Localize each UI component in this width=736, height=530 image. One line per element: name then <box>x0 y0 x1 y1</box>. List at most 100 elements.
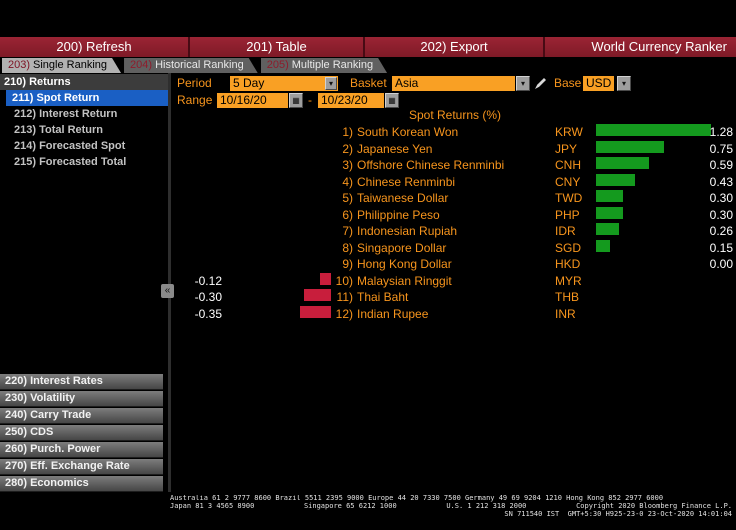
currency-code: SGD <box>555 240 582 255</box>
sidebar-item-eff-exchange-rate[interactable]: 270) Eff. Exchange Rate <box>0 459 163 475</box>
currency-name: Taiwanese Dollar <box>357 191 449 205</box>
base-select[interactable]: USD <box>583 76 614 91</box>
positive-value: 0.43 <box>709 174 733 189</box>
sidebar-item-forecasted-total[interactable]: 215) Forecasted Total <box>14 156 127 168</box>
tab-single-ranking[interactable]: 203) Single Ranking <box>2 58 121 73</box>
period-label: Period <box>177 76 212 90</box>
tab-multiple-ranking[interactable]: 205) Multiple Ranking <box>261 58 387 73</box>
range-start-input[interactable]: 10/16/20 <box>217 93 288 108</box>
currency-name: Indonesian Rupiah <box>357 224 458 238</box>
footer-phone-line: Japan 81 3 4565 8900 Singapore 65 6212 1… <box>170 503 732 510</box>
sidebar-item-carry-trade[interactable]: 240) Carry Trade <box>0 408 163 424</box>
chart-row-cnh: 3) Offshore Chinese Renminbi CNH 0.59 <box>172 157 736 173</box>
positive-value: 0.00 <box>709 257 733 271</box>
negative-value: -0.35 <box>194 306 222 321</box>
refresh-button[interactable]: 200) Refresh <box>0 37 190 57</box>
positive-bar <box>596 140 664 153</box>
rank-label: 12) <box>335 306 353 321</box>
currency-code: MYR <box>555 273 582 288</box>
positive-bar <box>596 173 635 186</box>
currency-name: Offshore Chinese Renminbi <box>357 158 505 172</box>
currency-code: PHP <box>555 207 580 222</box>
collapse-sidebar-icon[interactable]: « <box>161 284 174 298</box>
calendar-icon[interactable]: ▦ <box>385 93 399 108</box>
period-value: 5 Day <box>233 76 265 90</box>
sidebar-item-cds[interactable]: 250) CDS <box>0 425 163 441</box>
sidebar-item-economics[interactable]: 280) Economics <box>0 476 163 492</box>
tab-number: 205) <box>266 59 289 71</box>
negative-bar <box>304 289 331 301</box>
footer-segment: U.S. 1 212 318 2000 <box>446 502 527 510</box>
tab-historical-ranking[interactable]: 204) Historical Ranking <box>124 58 258 73</box>
export-button[interactable]: 202) Export <box>365 37 545 57</box>
sidebar-item-returns[interactable]: 210) Returns <box>0 74 168 90</box>
chart-row-inr: -0.35 12) Indian Rupee INR <box>172 305 736 322</box>
sidebar-item-interest-rates[interactable]: 220) Interest Rates <box>0 374 163 390</box>
tab-number: 203) <box>8 59 31 71</box>
currency-code: IDR <box>555 224 576 238</box>
chart-row-sgd: 8) Singapore Dollar SGD 0.15 <box>172 239 736 256</box>
rank-label: 11) <box>336 290 353 304</box>
tab-number: 204) <box>130 59 153 71</box>
menubar: 200) Refresh 201) Table 202) Export Worl… <box>0 37 736 57</box>
positive-bar <box>596 190 623 202</box>
sidebar-divider <box>168 73 171 492</box>
currency-name: Thai Baht <box>357 290 409 304</box>
negative-value: -0.30 <box>194 290 222 304</box>
calendar-icon[interactable]: ▦ <box>289 93 303 108</box>
currency-code: KRW <box>555 125 583 139</box>
sidebar: 210) Returns 211) Spot Return 212) Inter… <box>0 74 168 492</box>
footer-segment: Japan 81 3 4565 8900 <box>170 502 255 510</box>
negative-bar <box>300 305 331 318</box>
positive-value: 0.30 <box>709 191 733 205</box>
range-separator: - <box>308 93 312 107</box>
sidebar-item-total-return[interactable]: 213) Total Return <box>14 124 104 136</box>
chart-row-idr: 7) Indonesian Rupiah IDR 0.26 <box>172 223 736 239</box>
footer-phone-line: Australia 61 2 9777 8600 Brazil 5511 239… <box>170 495 664 502</box>
currency-code: JPY <box>555 141 578 156</box>
negative-bar <box>320 272 331 285</box>
currency-code: THB <box>555 290 579 304</box>
sidebar-button-group: 220) Interest Rates 230) Volatility 240)… <box>0 374 163 493</box>
currency-name: Singapore Dollar <box>357 240 447 255</box>
rank-label: 3) <box>342 158 353 172</box>
chevron-down-icon[interactable]: ▾ <box>516 76 530 91</box>
sidebar-item-purch-power[interactable]: 260) Purch. Power <box>0 442 163 458</box>
rank-label: 6) <box>342 207 353 222</box>
chevron-down-icon[interactable]: ▾ <box>617 76 631 91</box>
positive-value: 0.75 <box>709 141 733 156</box>
sidebar-item-interest-return[interactable]: 212) Interest Return <box>14 108 118 120</box>
base-label: Base <box>554 76 582 90</box>
base-value: USD <box>586 76 612 90</box>
currency-name: South Korean Won <box>357 125 459 139</box>
currency-name: Philippine Peso <box>357 207 440 222</box>
currency-name: Malaysian Ringgit <box>357 273 452 288</box>
positive-value: 0.30 <box>709 207 733 222</box>
currency-name: Indian Rupee <box>357 306 429 321</box>
chart-row-php: 6) Philippine Peso PHP 0.30 <box>172 206 736 223</box>
terminal-footer: Australia 61 2 9777 8600 Brazil 5511 239… <box>170 495 732 518</box>
rank-label: 1) <box>342 125 353 139</box>
range-end-input[interactable]: 10/23/20 <box>318 93 384 108</box>
range-end-value: 10/23/20 <box>321 93 368 107</box>
positive-value: 0.26 <box>709 224 733 238</box>
positive-value: 0.59 <box>709 158 733 172</box>
sidebar-item-volatility[interactable]: 230) Volatility <box>0 391 163 407</box>
range-start-value: 10/16/20 <box>220 93 267 107</box>
footer-segment: Copyright 2020 Bloomberg Finance L.P. <box>576 502 732 510</box>
footer-segment: Singapore 65 6212 1000 <box>303 502 397 510</box>
period-select[interactable]: 5 Day ▾ <box>230 76 338 91</box>
tab-label: Historical Ranking <box>155 59 244 71</box>
sidebar-item-forecasted-spot[interactable]: 214) Forecasted Spot <box>14 140 126 152</box>
chart-row-twd: 5) Taiwanese Dollar TWD 0.30 <box>172 190 736 206</box>
rank-label: 5) <box>342 191 353 205</box>
chart-row-jpy: 2) Japanese Yen JPY 0.75 <box>172 140 736 157</box>
positive-bar <box>596 223 619 235</box>
sidebar-item-spot-return[interactable]: 211) Spot Return <box>6 90 168 106</box>
currency-name: Chinese Renminbi <box>357 174 456 189</box>
basket-select[interactable]: Asia <box>392 76 515 91</box>
edit-pencil-icon[interactable] <box>534 76 548 91</box>
chevron-down-icon[interactable]: ▾ <box>325 77 337 90</box>
currency-code: HKD <box>555 257 581 271</box>
table-button[interactable]: 201) Table <box>190 37 365 57</box>
